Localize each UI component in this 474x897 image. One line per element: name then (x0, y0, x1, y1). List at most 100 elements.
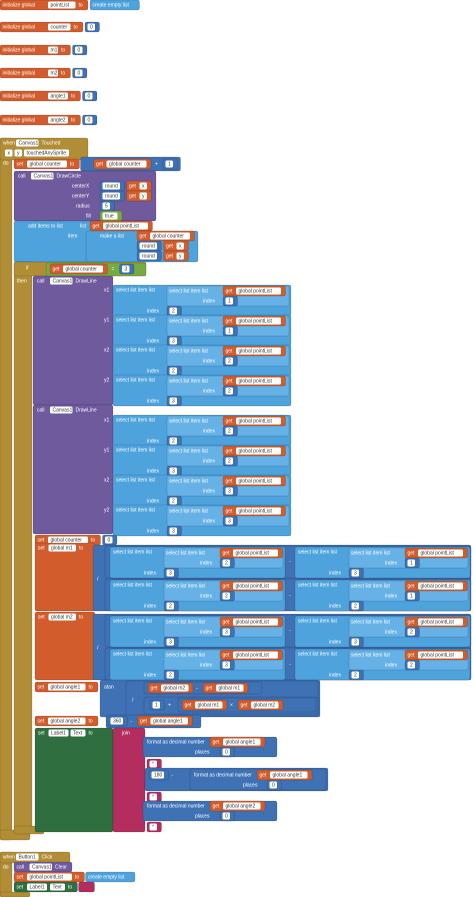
field-text: 0 (78, 47, 81, 53)
block (34, 727, 114, 833)
block-label: - (131, 718, 133, 724)
field (176, 242, 184, 250)
block-label: select list item list (116, 317, 156, 323)
block-label: y2 (104, 507, 110, 513)
field-text: global m1 (51, 545, 73, 551)
field (166, 638, 174, 646)
block-label: select list item list (169, 448, 209, 454)
block-label: format as decimal number (147, 739, 205, 745)
field-text: global pointList (421, 619, 455, 625)
block-label: to (79, 2, 83, 8)
block-label: select list item list (169, 418, 209, 424)
field-text: x (8, 150, 11, 156)
field (48, 683, 86, 691)
block-label: radius (76, 203, 90, 209)
field-text: 2 (172, 308, 175, 314)
field (236, 447, 281, 455)
block-label: select list item list (169, 318, 209, 324)
field (27, 160, 67, 168)
block-label: index (329, 639, 341, 645)
block-label: + (155, 161, 158, 167)
block-label: select list item list (169, 508, 209, 514)
field-text: ° (152, 824, 154, 830)
field (48, 46, 58, 54)
block-label: - (196, 685, 198, 691)
field (102, 202, 110, 210)
field (103, 222, 148, 230)
block-label: - (289, 592, 291, 598)
field (122, 265, 130, 273)
field (152, 701, 160, 709)
field (233, 651, 278, 659)
field (351, 671, 359, 679)
block-label: to (89, 730, 93, 736)
field (75, 69, 83, 77)
block-label: to (89, 718, 93, 724)
field-text: 5 (105, 203, 108, 209)
field-text: global angle2 (51, 718, 81, 724)
field (222, 748, 230, 756)
field (407, 559, 415, 567)
field (102, 182, 120, 190)
field-text: 2 (354, 672, 357, 678)
field (166, 569, 174, 577)
block-label: index (203, 428, 215, 434)
block-label: places (195, 749, 210, 755)
block-label: to (68, 884, 72, 890)
block-label: get (140, 718, 148, 724)
block-label: index (200, 593, 212, 599)
block-label: get (140, 233, 148, 239)
field-text: 2 (225, 560, 228, 566)
field-text: 3 (169, 639, 172, 645)
field (50, 883, 65, 891)
field-text: 2 (410, 662, 413, 668)
block-label: index (385, 662, 397, 668)
block-label: x1 (104, 287, 110, 293)
field-text: 2 (169, 603, 172, 609)
block-label: / (97, 645, 99, 651)
block (34, 611, 96, 681)
block-label: select list item list (351, 652, 391, 658)
block-label: select list item list (113, 618, 153, 624)
field-text: global pointList (239, 508, 273, 514)
field-text: global angle1 (51, 684, 81, 690)
block (78, 881, 95, 893)
field (48, 729, 69, 737)
block-label: select list item list (113, 582, 153, 588)
field-text: global pointList (239, 448, 273, 454)
field-text: 1 (410, 593, 413, 599)
field (48, 23, 71, 31)
field-text: 0 (78, 70, 81, 76)
block-label: get (206, 685, 214, 691)
block-label: add items to list (28, 223, 63, 229)
field (236, 287, 281, 295)
field-text: global counter (30, 161, 62, 167)
block-label: get (226, 418, 234, 424)
field (48, 69, 58, 77)
field-text: global m2 (51, 614, 73, 620)
field-text: Canvas1 (32, 864, 52, 870)
block-label: get (93, 223, 101, 229)
block-label: when (3, 140, 15, 146)
block-label: index (200, 662, 212, 668)
field (418, 651, 463, 659)
field-text: Text (73, 730, 83, 736)
field (48, 1, 76, 9)
block-label: index (147, 468, 159, 474)
field (418, 618, 463, 626)
field-text: Button1 (19, 854, 36, 860)
field-text: 3 (172, 528, 175, 534)
field-text: 3 (172, 398, 175, 404)
field (269, 781, 277, 789)
field-text: global pointList (421, 550, 455, 556)
block-label: DrawCircle (57, 173, 82, 179)
block-label: centerX (72, 183, 90, 189)
block-label: × (230, 702, 233, 708)
field (27, 883, 47, 891)
field-text: global pointList (421, 583, 455, 589)
field-text: Canvas1 (19, 140, 39, 146)
block-label: select list item list (166, 550, 206, 556)
block-label: / (97, 576, 99, 582)
block-label: set (38, 537, 45, 543)
